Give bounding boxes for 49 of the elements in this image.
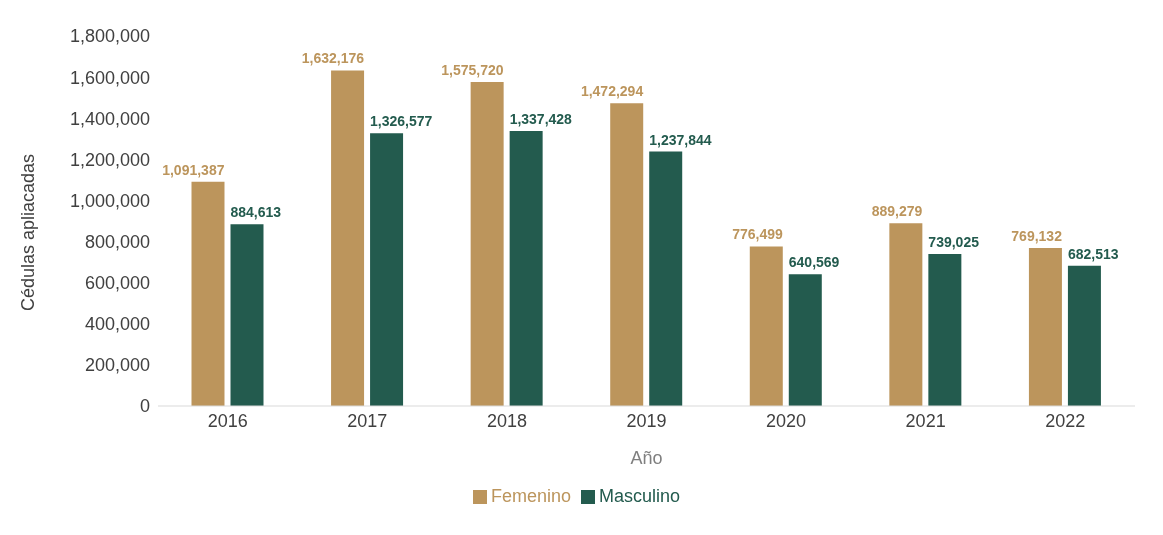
data-label: 640,569	[788, 254, 840, 271]
bar	[1067, 265, 1101, 406]
y-tick-label: 600,000	[84, 273, 150, 294]
bar	[509, 131, 543, 406]
y-tick-label: 200,000	[84, 355, 150, 376]
y-tick-label: 1,200,000	[69, 149, 150, 170]
bar	[889, 223, 923, 406]
x-tick-label: 2022	[1045, 410, 1086, 431]
x-tick-label: 2021	[905, 410, 946, 431]
y-axis-title: Cédulas apliacadas	[18, 153, 39, 311]
y-tick-label: 1,800,000	[69, 26, 150, 47]
data-label: 1,575,720	[441, 62, 504, 79]
data-label: 769,132	[1011, 227, 1063, 244]
bar	[928, 254, 962, 406]
bar	[370, 133, 404, 406]
y-tick-label: 1,400,000	[69, 108, 150, 129]
data-label: 739,025	[928, 234, 980, 251]
data-label: 1,632,176	[301, 50, 365, 67]
y-tick-label: 1,000,000	[69, 190, 150, 211]
data-label: 889,279	[871, 203, 923, 220]
x-tick-label: 2016	[207, 410, 248, 431]
x-tick-label: 2020	[766, 410, 807, 431]
bar	[749, 246, 783, 406]
data-label: 682,513	[1067, 245, 1119, 262]
x-tick-label: 2018	[486, 410, 527, 431]
x-axis-title: Año	[630, 448, 663, 468]
bar	[191, 181, 225, 406]
data-label: 1,237,844	[649, 131, 712, 148]
bar	[230, 224, 264, 406]
y-tick-label: 1,600,000	[69, 67, 150, 88]
data-label: 1,337,428	[509, 111, 573, 128]
data-label: 1,472,294	[580, 83, 644, 100]
data-label: 1,091,387	[162, 161, 225, 178]
bar	[788, 274, 822, 406]
legend-label: Masculino	[599, 486, 681, 506]
legend-label: Femenino	[490, 486, 571, 506]
bar	[649, 151, 683, 406]
bar	[331, 70, 365, 406]
y-tick-label: 800,000	[84, 231, 150, 252]
bar	[610, 103, 644, 406]
y-tick-label: 400,000	[84, 314, 150, 335]
x-tick-label: 2017	[347, 410, 388, 431]
data-label: 884,613	[230, 204, 282, 221]
x-tick-label: 2019	[626, 410, 667, 431]
data-label: 776,499	[732, 226, 783, 243]
bar	[1028, 247, 1062, 406]
y-tick-label: 0	[139, 396, 150, 417]
bar	[470, 82, 504, 406]
data-label: 1,326,577	[370, 113, 433, 130]
